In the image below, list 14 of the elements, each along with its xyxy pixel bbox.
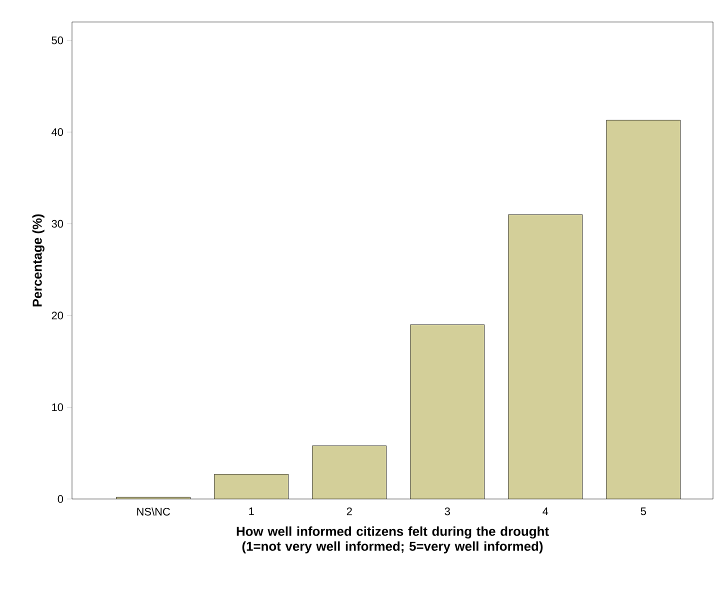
x-tick-label: 2 bbox=[346, 508, 352, 516]
x-axis-title: How well informed citizens felt during the drought (1=not very well informed; 5=very well informed) bbox=[236, 526, 549, 554]
y-axis-title: Percentage (%) bbox=[32, 214, 44, 306]
x-tick-label: 1 bbox=[249, 508, 254, 516]
y-tick-label: 20 bbox=[52, 312, 64, 320]
x-tick-label: 5 bbox=[640, 508, 646, 516]
y-tick-label: 50 bbox=[52, 36, 64, 44]
y-tick-label: 40 bbox=[52, 128, 64, 136]
y-tick-label: 10 bbox=[52, 403, 64, 412]
y-tick-label: 0 bbox=[58, 495, 64, 503]
y-tick-label: 30 bbox=[52, 220, 64, 228]
x-tick-label: NS\NC bbox=[137, 508, 170, 516]
x-tick-label: 4 bbox=[542, 508, 548, 516]
x-tick-label: 3 bbox=[444, 508, 450, 516]
